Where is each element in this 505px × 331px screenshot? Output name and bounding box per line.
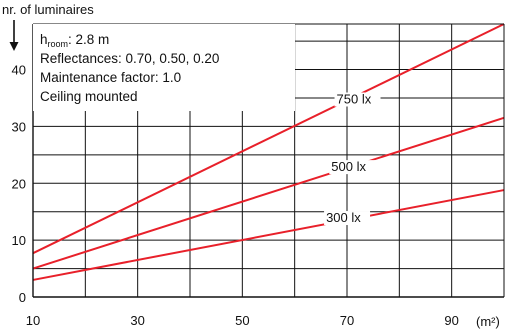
y-tick-label: 20	[12, 176, 26, 191]
x-tick-label: 10	[26, 313, 40, 328]
y-tick-label: 30	[12, 119, 26, 134]
room-height: hroom: 2.8 m	[40, 32, 109, 49]
down-arrow-icon	[9, 20, 19, 51]
series-label: 500 lx	[331, 159, 366, 174]
series-label-background	[334, 92, 381, 107]
maintenance-factor-text: Maintenance factor: 1.0	[40, 70, 181, 85]
series-label: 750 lx	[337, 91, 372, 106]
series-line	[32, 23, 505, 255]
reflectances-text: Reflectances: 0.70, 0.50, 0.20	[40, 51, 219, 66]
x-tick-label: 30	[130, 313, 144, 328]
y-tick-label: 40	[12, 63, 26, 78]
y-tick-label: 10	[12, 233, 26, 248]
x-tick-label: 50	[235, 313, 249, 328]
info-box: hroom: 2.8 m Reflectances: 0.70, 0.50, 0…	[33, 24, 295, 111]
x-tick-label: 70	[340, 313, 354, 328]
x-tick-label: 90	[444, 313, 458, 328]
x-axis-unit: (m²)	[476, 314, 500, 329]
series-line	[32, 189, 505, 281]
y-tick-label: 0	[19, 290, 26, 305]
series-lines: 750 lx 500 lx 300 lx	[32, 23, 505, 281]
y-axis-label: nr. of luminaires	[2, 2, 94, 17]
series-label-background	[324, 211, 371, 226]
series-label-background	[329, 160, 376, 175]
mounting-text: Ceiling mounted	[40, 89, 138, 104]
series-line	[32, 116, 505, 270]
series-label: 300 lx	[326, 210, 361, 225]
